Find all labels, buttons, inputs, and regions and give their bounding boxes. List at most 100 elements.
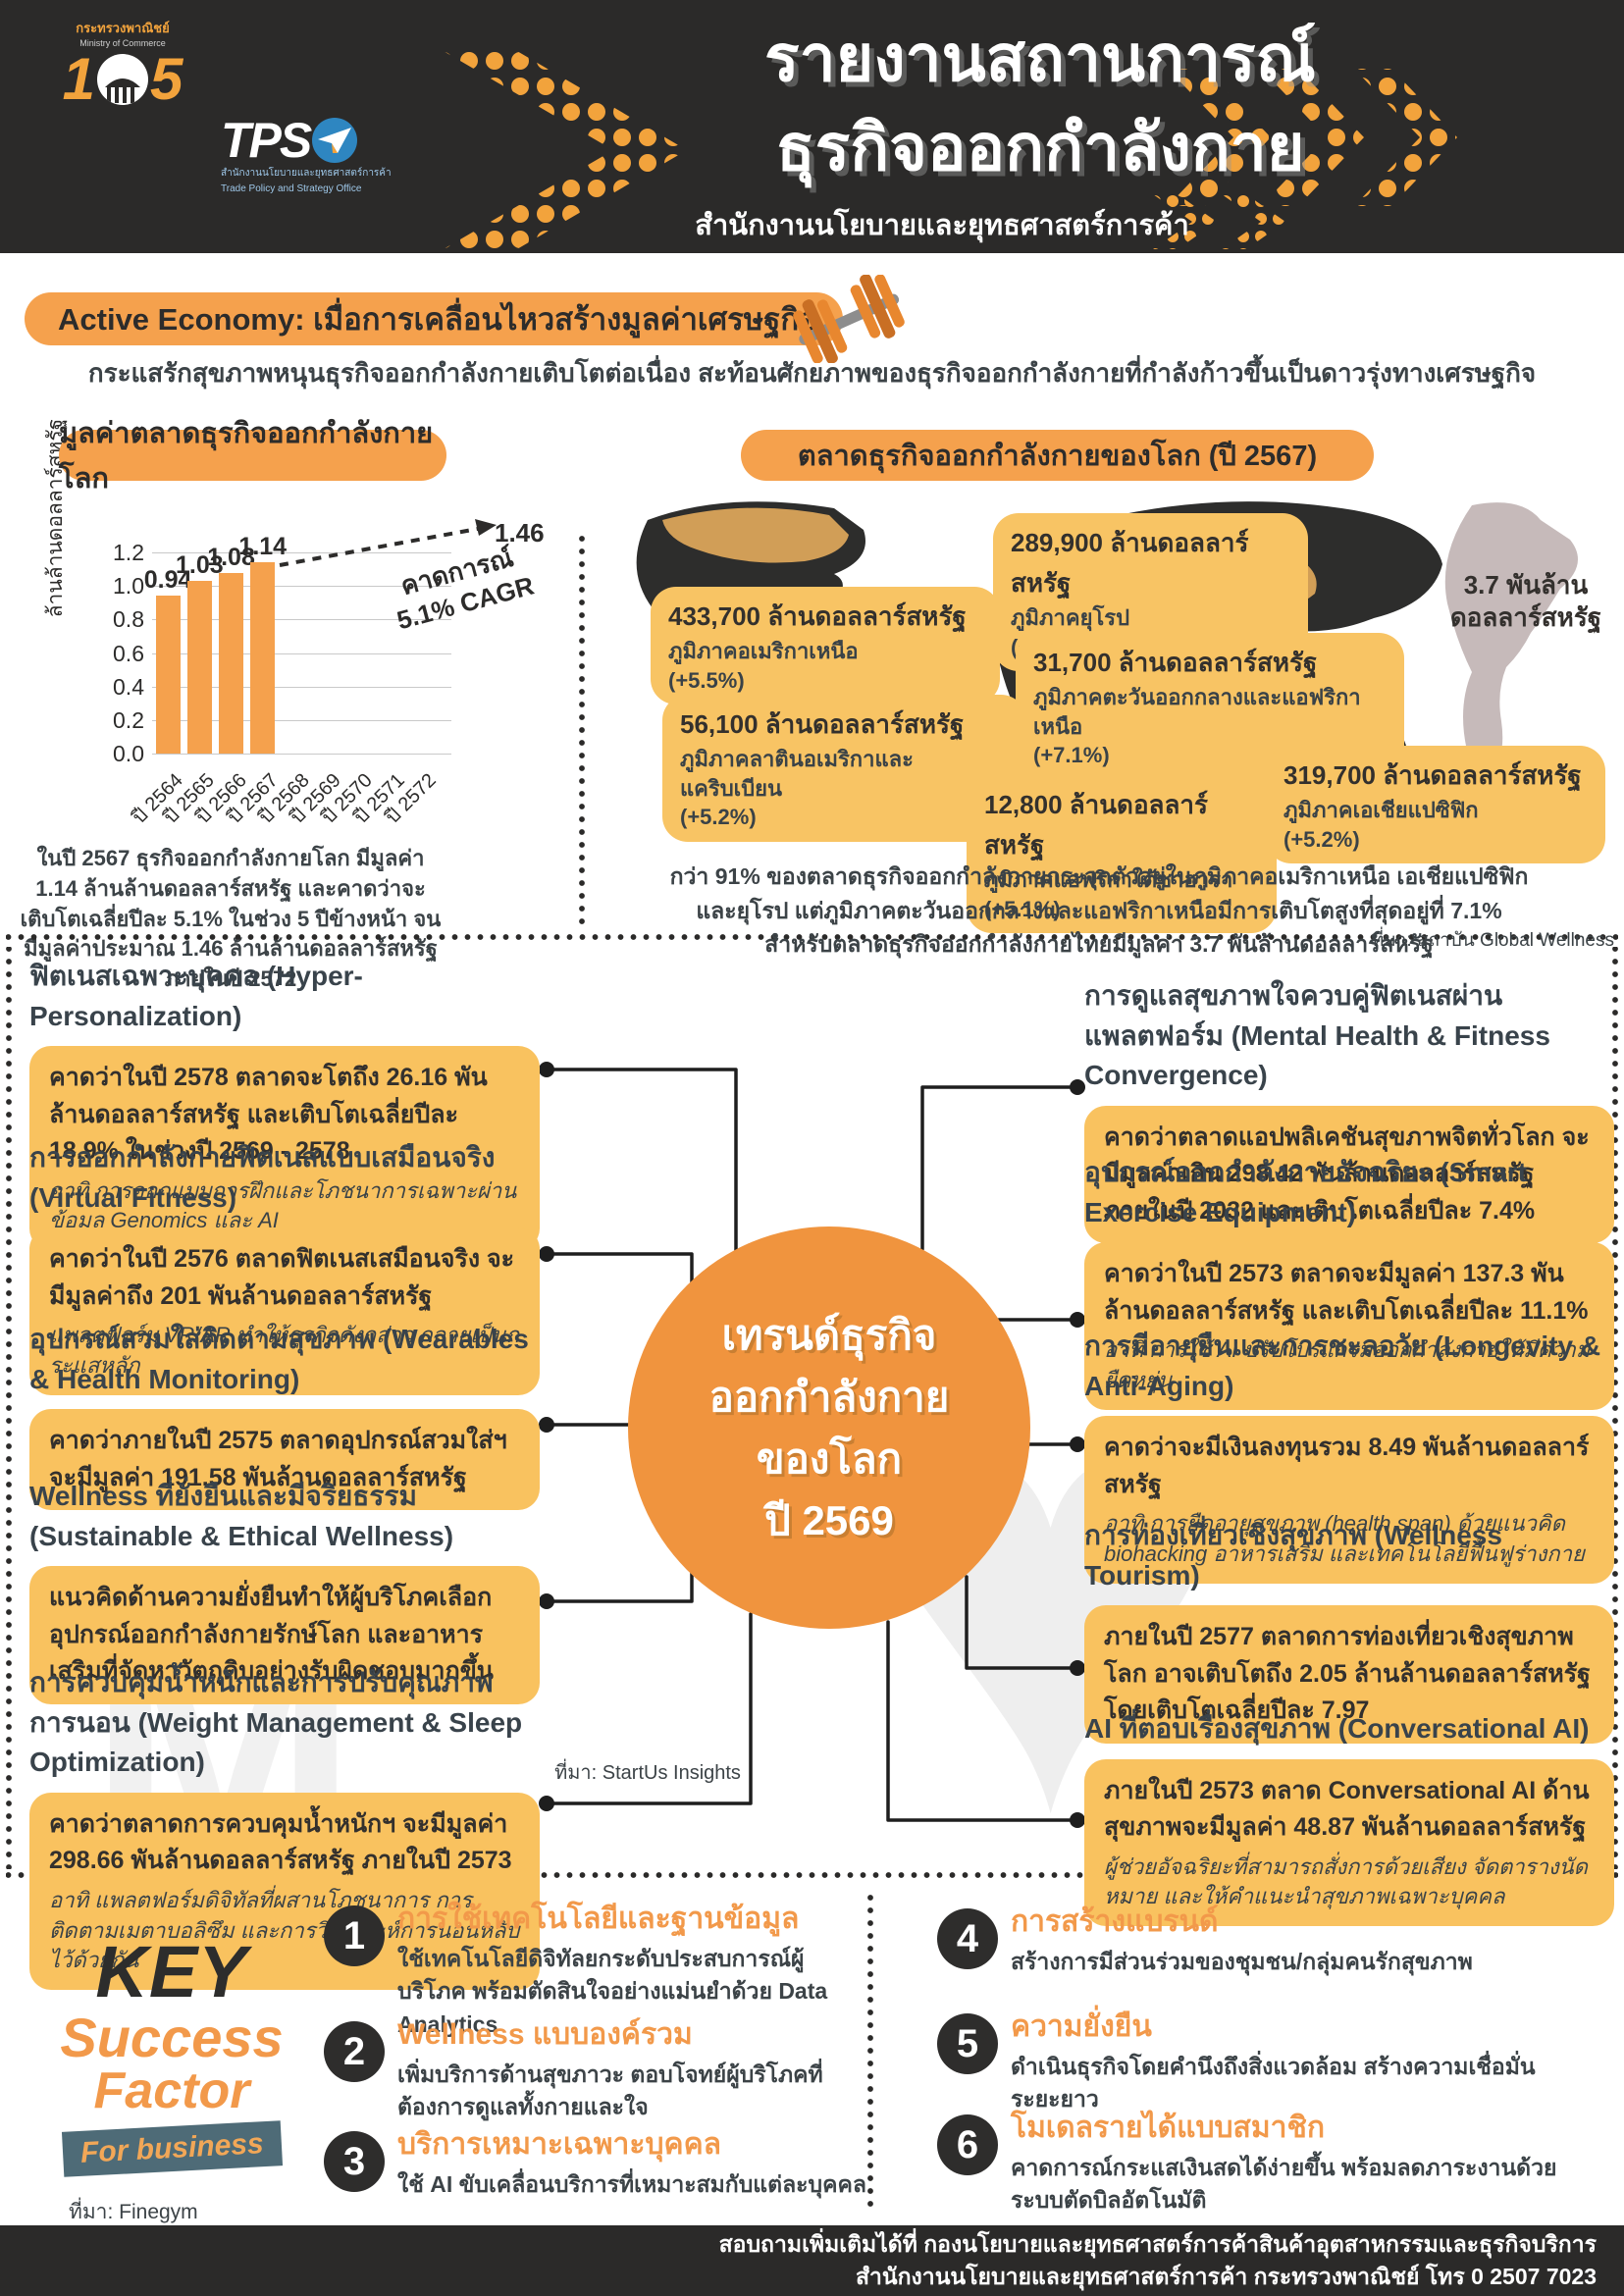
footer-line1: สอบถามเพิ่มเติมได้ที่ กองนโยบายและยุทธศา…: [718, 2230, 1597, 2257]
chart-y-tick: 0.2: [113, 706, 144, 733]
market-value-bar-chart: ล้านล้านดอลลาร์สหรัฐ 0.0 0.2 0.4 0.6 0.8 1.0 1…: [44, 419, 569, 881]
key-item-desc: ใช้ AI ขับเคลื่อนบริการที่เหมาะสมกับแต่ล…: [397, 2171, 866, 2197]
chart-plot-area: 0.0 0.2 0.4 0.6 0.8 1.0 1.2 0.94 1.03 1.08 1.14 ปี …: [113, 533, 451, 828]
trend-title: การท่องเที่ยวเชิงสุขภาพ (Wellness Touris…: [1084, 1520, 1502, 1591]
trend-note: ผู้ช่วยอัจฉริยะที่สามารถสั่งการด้วยเสียง…: [1104, 1853, 1588, 1909]
trend-body: คาดว่าตลาดการควบคุมน้ำหนักฯ จะมีมูลค่า 2…: [49, 1809, 512, 1875]
trend-note: อาทิ การใช้ AI ปรับโปรแกรมออกกำลังกายให้…: [1104, 1337, 1591, 1392]
chart-y-tick: 1.2: [113, 540, 144, 565]
divider-mindmap-right: [1610, 947, 1620, 1869]
chart-y-tick: 0.8: [113, 606, 144, 633]
trend-sustainable-wellness: Wellness ที่ยั่งยืนและมีจริยธรรม (Sustai…: [29, 1477, 540, 1704]
trend-title: AI ที่ตอบเรื่องสุขภาพ (Conversational AI…: [1084, 1713, 1590, 1744]
section-title-market-value-label: มูลค่าตลาดธุรกิจออกกำลังกายโลก: [59, 418, 434, 495]
summary-line2: และยุโรป แต่ภูมิภาคตะวันออกกลางและแอฟริก…: [696, 897, 1502, 923]
divider-top-vertical: [577, 530, 587, 930]
lead-text: กระแสรักสุขภาพหนุนธุรกิจออกกำลังกายเติบโ…: [87, 358, 1537, 388]
region-name: ภูมิภาคลาตินอเมริกาและแคริบเบียน: [680, 747, 914, 801]
key-item-number-label: 4: [956, 1916, 979, 1960]
trend-body: คาดว่าตลาดแอปพลิเคชันสุขภาพจิตทั่วโลก จะ…: [1104, 1122, 1590, 1225]
mindmap-connectors: [539, 1062, 1085, 1828]
active-economy-label: Active Economy: เมื่อการเคลื่อนไหวสร้างม…: [58, 302, 817, 337]
key-item-6-number: 6: [937, 2114, 998, 2175]
key-item-title: ความยั่งยืน: [1011, 2010, 1152, 2043]
key-item-title: การสร้างแบรนด์: [1011, 1905, 1219, 1938]
chart-bar-value: 1.14: [238, 533, 288, 561]
trend-body: คาดว่าในปี 2576 ตลาดฟิตเนสเสมือนจริง จะม…: [49, 1245, 515, 1310]
thailand-map: [1444, 502, 1578, 776]
key-item-title: บริการเหมาะเฉพาะบุคคล: [397, 2128, 722, 2161]
moc-digit-1: 1: [62, 46, 95, 112]
trends-source: ที่มา: StartUs Insights: [554, 1762, 741, 1784]
chart-bar-value: 1.08: [207, 543, 255, 571]
region-value: 319,700 ล้านดอลลาร์สหรัฐ: [1283, 760, 1582, 790]
chart-bar-value: 0.94: [143, 566, 192, 595]
key-item-number-label: 3: [342, 2139, 366, 2183]
chart-gridline: [152, 586, 451, 588]
chart-bar: [219, 572, 244, 754]
region-value: 433,700 ล้านดอลลาร์สหรัฐ: [668, 601, 967, 631]
ksf-for-business: For business: [61, 2120, 283, 2178]
chart-forecast-value: 1.46: [495, 518, 545, 548]
region-growth: (+5.1%): [984, 896, 1061, 921]
key-item-6: โมเดลรายได้แบบสมาชิก คาดการณ์กระแสเงินสด…: [1011, 2111, 1560, 2218]
trends-center-circle: เทรนด์ธุรกิจ ออกกำลังกาย ของโลก ปี 2569: [628, 1226, 1030, 1629]
region-name: ภูมิภาคเอเชียแปซิฟิก: [1283, 798, 1479, 822]
trend-body: แนวคิดด้านความยั่งยืนทำให้ผู้บริโภคเลือก…: [49, 1584, 494, 1686]
trend-body: คาดว่าในปี 2578 ตลาดจะโตถึง 26.16 พันล้า…: [49, 1064, 488, 1166]
key-item-3: บริการเหมาะเฉพาะบุคคล ใช้ AI ขับเคลื่อนบ…: [397, 2127, 868, 2201]
region-growth: (+5.5%): [668, 667, 745, 693]
dumbbell-icon: [793, 275, 905, 363]
tpso-caption-th: สำนักงานนโยบายและยุทธศาสตร์การค้า: [221, 168, 392, 179]
key-item-5: ความยั่งยืน ดำเนินธุรกิจโดยคำนึงถึงสิ่งแ…: [1011, 2009, 1560, 2116]
key-success-factor-logo: KEY Success Factor For business: [49, 1935, 294, 2178]
region-callout-asia-pacific: 319,700 ล้านดอลลาร์สหรัฐ ภูมิภาคเอเชียแป…: [1266, 746, 1605, 864]
region-value: 289,900 ล้านดอลลาร์สหรัฐ: [1011, 528, 1249, 598]
region-value: 56,100 ล้านดอลลาร์สหรัฐ: [680, 709, 965, 739]
region-growth: (+5.2%): [680, 805, 757, 830]
region-growth: (+5.2%): [1283, 826, 1360, 852]
divider-mindmap-left: [4, 947, 14, 1869]
trend-wellness-tourism: การท่องเที่ยวเชิงสุขภาพ (Wellness Touris…: [1084, 1516, 1614, 1744]
region-name: ภูมิภาคอเมริกาเหนือ: [668, 639, 859, 663]
trend-mental-health: การดูแลสุขภาพใจควบคู่ฟิตเนสผ่านแพลตฟอร์ม…: [1084, 976, 1614, 1244]
active-economy-badge: Active Economy: เมื่อการเคลื่อนไหวสร้างม…: [25, 292, 843, 345]
page-subtitle: สำนักงานนโยบายและยุทธศาสตร์การค้า: [695, 210, 1189, 241]
thailand-value-line1: 3.7 พันล้าน: [1463, 570, 1589, 600]
trend-title: การมีอายุยืนและการชะลอวัย (Longevity & A…: [1084, 1331, 1601, 1401]
ksf-success: Success: [60, 2007, 284, 2069]
ksf-factor: Factor: [93, 2062, 250, 2120]
center-line4: ปี 2569: [764, 1497, 894, 1543]
trend-title: อุปกรณ์สวมใส่ติดตามสุขภาพ (Wearables & H…: [29, 1324, 529, 1394]
chart-bar: [155, 596, 181, 754]
trend-virtual-fitness: การออกกำลังกายฟิตเนสแบบเสมือนจริง (Virtu…: [29, 1138, 540, 1395]
trend-hyper-personalization: ฟิตเนสเฉพาะบุคคล (Hyper-Personalization)…: [29, 957, 540, 1251]
moc-digit-5: 5: [150, 46, 183, 112]
trend-body: ภายในปี 2573 ตลาด Conversational AI ด้าน…: [1104, 1776, 1590, 1842]
chart-gridline: [152, 552, 451, 553]
key-item-number-label: 6: [956, 2122, 979, 2166]
chart-gridline: [152, 719, 451, 721]
key-item-5-number: 5: [937, 2013, 998, 2074]
trend-wearables: อุปกรณ์สวมใส่ติดตามสุขภาพ (Wearables & H…: [29, 1320, 540, 1511]
region-value: 12,800 ล้านดอลลาร์สหรัฐ: [984, 790, 1208, 860]
divider-mindmap-bottom: [6, 1870, 1618, 1880]
region-callout-sub-saharan-africa: 12,800 ล้านดอลลาร์สหรัฐ ภูมิภาคแอฟริกาใต…: [967, 775, 1277, 934]
key-item-number-label: 2: [342, 2029, 366, 2073]
thailand-value-line2: ดอลลาร์สหรัฐ: [1449, 601, 1602, 632]
chart-y-tick: 0.0: [113, 741, 144, 766]
thailand-value-label: 3.7 พันล้าน ดอลลาร์สหรัฐ: [1428, 569, 1624, 633]
chart-gridline: [152, 754, 451, 755]
footer-bar: สอบถามเพิ่มเติมได้ที่ กองนโยบายและยุทธศา…: [0, 2225, 1624, 2296]
center-line3: ของโลก: [756, 1435, 903, 1482]
center-line2: ออกกำลังกาย: [708, 1374, 950, 1420]
chart-gridline: [152, 619, 451, 621]
trend-conversational-ai: AI ที่ตอบเรื่องสุขภาพ (Conversational AI…: [1084, 1709, 1614, 1927]
key-item-desc: ดำเนินธุรกิจโดยคำนึงถึงสิ่งแวดล้อม สร้าง…: [1011, 2054, 1536, 2113]
key-item-desc: สร้างการมีส่วนร่วมของชุมชน/กลุ่มคนรักสุข…: [1011, 1949, 1473, 1974]
key-success-source: ที่มา: Finegym: [69, 2201, 198, 2223]
section-title-world-market: ตลาดธุรกิจออกกำลังกายของโลก (ปี 2567): [741, 430, 1374, 481]
tpso-caption-en: Trade Policy and Strategy Office: [221, 183, 362, 194]
key-item-title: การใช้เทคโนโลยีและฐานข้อมูล: [397, 1903, 800, 1935]
